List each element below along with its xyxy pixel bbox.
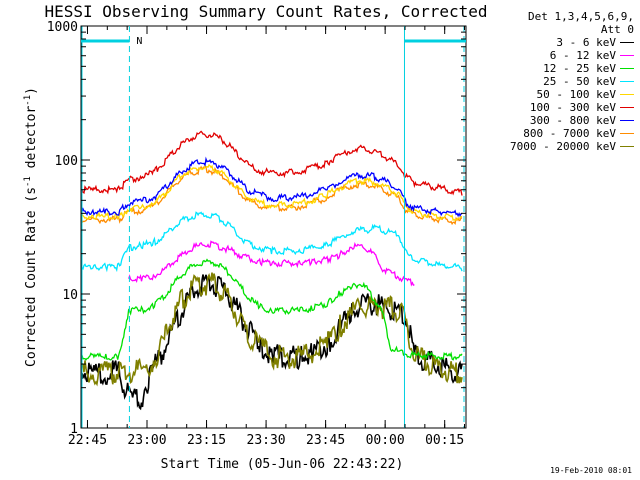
x-tick-label: 00:15 xyxy=(425,433,464,448)
x-tick-label: 00:00 xyxy=(366,433,405,448)
legend-swatch xyxy=(620,133,634,134)
y-tick-label: 1 xyxy=(70,422,78,437)
footer-date: 19-Feb-2010 08:01 xyxy=(550,466,632,475)
legend-item-label: 12 - 25 keV xyxy=(543,62,616,75)
legend-item-label: 100 - 300 keV xyxy=(529,101,616,114)
y-tick-label: 1000 xyxy=(47,20,78,35)
legend: Det 1,3,4,5,6,9, Att 0 3 - 6 keV 6 - 12 k… xyxy=(510,10,634,153)
legend-item: 800 - 7000 keV xyxy=(510,127,634,140)
legend-header-line-2: Att 0 xyxy=(600,23,634,36)
legend-item: 7000 - 20000 keV xyxy=(510,140,634,153)
legend-swatch xyxy=(620,120,634,121)
legend-swatch xyxy=(620,94,634,95)
night-marker-label: N xyxy=(136,36,142,47)
legend-item-label: 800 - 7000 keV xyxy=(523,127,616,140)
series-line xyxy=(81,165,463,226)
plot-frame xyxy=(80,25,467,429)
legend-item: 12 - 25 keV xyxy=(510,62,634,75)
legend-item-label: 6 - 12 keV xyxy=(549,49,616,62)
x-tick-label: 22:45 xyxy=(68,433,107,448)
legend-item: 50 - 100 keV xyxy=(510,88,634,101)
legend-swatch xyxy=(620,42,634,43)
legend-header-line-1: Det 1,3,4,5,6,9, xyxy=(528,10,634,23)
y-tick-label: 100 xyxy=(55,154,78,169)
series-line xyxy=(127,240,415,287)
series-line xyxy=(81,211,463,273)
legend-item: 3 - 6 keV xyxy=(510,36,634,49)
series-line xyxy=(81,258,463,361)
series-line xyxy=(81,272,463,387)
legend-item-label: 3 - 6 keV xyxy=(556,36,616,49)
x-axis-label: Start Time (05-Jun-06 22:43:22) xyxy=(161,457,404,472)
legend-swatch xyxy=(620,81,634,82)
x-tick-label: 23:30 xyxy=(247,433,286,448)
y-tick-label: 10 xyxy=(62,288,78,303)
legend-swatch xyxy=(620,55,634,56)
legend-swatch xyxy=(620,146,634,147)
legend-item: 6 - 12 keV xyxy=(510,49,634,62)
series-line xyxy=(81,130,463,196)
legend-item: 100 - 300 keV xyxy=(510,101,634,114)
plot-area xyxy=(81,130,463,411)
legend-item-label: 25 - 50 keV xyxy=(543,75,616,88)
y-axis-label: Corrected Count Rate (s-1 detector-1) xyxy=(23,87,39,367)
legend-swatch xyxy=(620,68,634,69)
x-tick-label: 23:45 xyxy=(306,433,345,448)
legend-item-label: 7000 - 20000 keV xyxy=(510,140,616,153)
legend-item: 25 - 50 keV xyxy=(510,75,634,88)
legend-item-label: 50 - 100 keV xyxy=(536,88,616,101)
axes: 22:45 23:00 23:15 23:30 23:45 00:00 00:15 1 10 10… xyxy=(47,20,466,448)
night-annotations: N xyxy=(81,26,466,428)
x-tick-label: 23:00 xyxy=(127,433,166,448)
legend-swatch xyxy=(620,107,634,108)
legend-item: 300 - 800 keV xyxy=(510,114,634,127)
chart-title: HESSI Observing Summary Count Rates, Cor… xyxy=(44,2,487,21)
series-line xyxy=(81,156,463,218)
legend-item-label: 300 - 800 keV xyxy=(529,114,616,127)
series-line xyxy=(81,164,463,222)
x-tick-label: 23:15 xyxy=(187,433,226,448)
series-line xyxy=(81,274,463,411)
